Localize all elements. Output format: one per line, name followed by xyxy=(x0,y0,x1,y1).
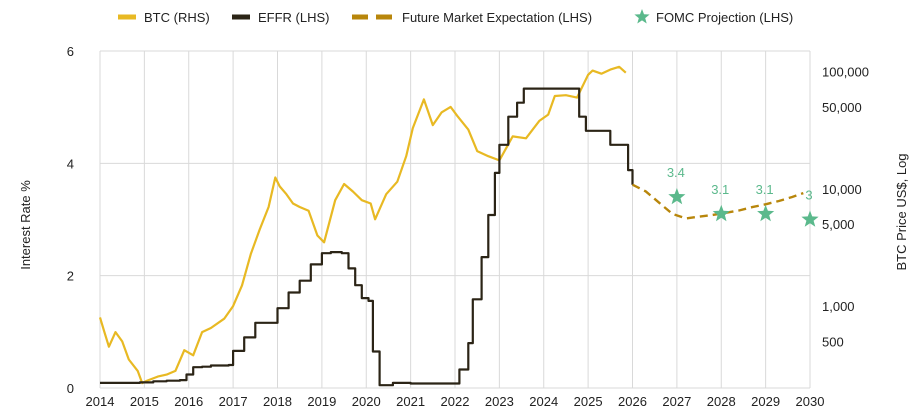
x-tick-label: 2018 xyxy=(263,394,292,409)
legend-label: FOMC Projection (LHS) xyxy=(656,10,793,25)
x-tick-label: 2020 xyxy=(352,394,381,409)
y-left-tick-label: 4 xyxy=(67,156,74,171)
fomc-star xyxy=(668,188,686,205)
legend-label: EFFR (LHS) xyxy=(258,10,330,25)
x-axis: 2014 2015 2016 2017 2018 2019 2020 2021 2022 2023… xyxy=(86,394,825,409)
legend-label: BTC (RHS) xyxy=(144,10,210,25)
fomc-star xyxy=(801,210,819,227)
x-tick-label: 2025 xyxy=(574,394,603,409)
y-right-tick-label: 500 xyxy=(822,334,844,349)
y-right-tick-label: 50,000 xyxy=(822,100,862,115)
y-axis-right-title: BTC Price US$, Log xyxy=(894,153,909,270)
x-tick-label: 2024 xyxy=(529,394,558,409)
x-tick-label: 2022 xyxy=(441,394,470,409)
x-tick-label: 2017 xyxy=(219,394,248,409)
y-right-tick-label: 5,000 xyxy=(822,217,855,232)
x-tick-label: 2026 xyxy=(618,394,647,409)
y-right-tick-label: 10,000 xyxy=(822,182,862,197)
y-left-tick-label: 2 xyxy=(67,269,74,284)
grid xyxy=(99,50,811,389)
legend-item: BTC (RHS) xyxy=(118,10,210,25)
fomc-value-label: 3.4 xyxy=(667,165,685,180)
legend-item: EFFR (LHS) xyxy=(232,10,330,25)
y-left-tick-label: 6 xyxy=(67,44,74,59)
legend-label: Future Market Expectation (LHS) xyxy=(402,10,592,25)
x-tick-label: 2021 xyxy=(396,394,425,409)
fomc-value-label: 3.1 xyxy=(711,182,729,197)
fomc-star xyxy=(757,204,775,222)
fomc-projection-layer: 3.4 3.1 3.1 3 xyxy=(667,165,819,227)
legend-item: FOMC Projection (LHS) xyxy=(634,9,793,25)
legend-star-icon xyxy=(634,9,650,24)
y-left-tick-label: 0 xyxy=(67,381,74,396)
y-axis-left-title: Interest Rate % xyxy=(18,180,33,270)
fomc-value-label: 3 xyxy=(805,188,812,203)
y-right-tick-label: 1,000 xyxy=(822,299,855,314)
legend-item: Future Market Expectation (LHS) xyxy=(352,10,592,25)
x-tick-label: 2016 xyxy=(174,394,203,409)
x-tick-label: 2019 xyxy=(307,394,336,409)
x-tick-label: 2029 xyxy=(751,394,780,409)
effr-line xyxy=(100,87,634,387)
x-tick-label: 2030 xyxy=(796,394,825,409)
x-tick-label: 2027 xyxy=(662,394,691,409)
y-axis-right: 500 1,000 5,000 10,000 50,000 100,000 xyxy=(822,65,869,350)
y-right-tick-label: 100,000 xyxy=(822,65,869,80)
fomc-value-label: 3.1 xyxy=(756,182,774,197)
btc-line xyxy=(98,65,627,385)
fomc-star xyxy=(712,204,730,222)
y-axis-left: 0 2 4 6 xyxy=(67,44,74,396)
x-tick-label: 2015 xyxy=(130,394,159,409)
legend: BTC (RHS) EFFR (LHS) Future Market Expecta… xyxy=(118,9,793,25)
series-layer xyxy=(98,65,804,387)
x-tick-label: 2014 xyxy=(86,394,115,409)
x-tick-label: 2023 xyxy=(485,394,514,409)
x-tick-label: 2028 xyxy=(707,394,736,409)
